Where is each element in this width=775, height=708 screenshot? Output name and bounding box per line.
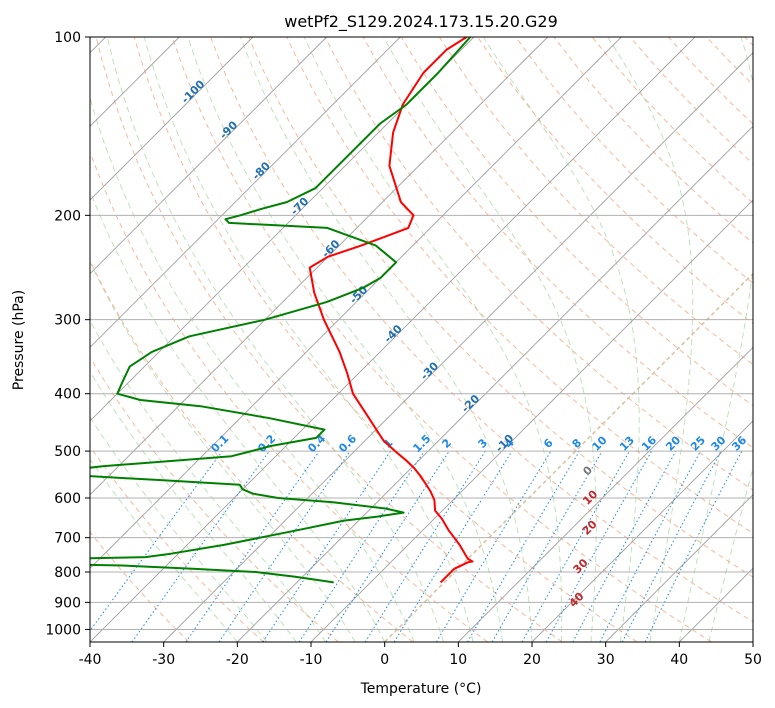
mixing-ratio-line <box>521 450 630 642</box>
dry-adiabat-line <box>439 37 753 365</box>
temperature-line <box>308 37 474 584</box>
moist-adiabat-line <box>90 458 238 642</box>
y-tick-label: 300 <box>54 313 81 329</box>
mixing-ratio-line <box>185 450 320 642</box>
mixing-ratio-line <box>298 450 425 642</box>
dry-adiabat-line <box>248 37 753 578</box>
sounding-series <box>90 37 474 584</box>
dry-adiabat-line <box>90 531 190 642</box>
x-tick-label: -10 <box>300 652 323 668</box>
y-tick-label: 700 <box>54 531 81 547</box>
moist-adiabat-line <box>90 260 356 642</box>
mixing-ratio-line <box>572 450 677 642</box>
x-tick-label: -30 <box>152 652 175 668</box>
moist-adiabat-line <box>708 466 753 642</box>
dry-adiabat-line <box>95 37 563 642</box>
moist-adiabat-line <box>483 37 640 642</box>
y-tick-label: 1000 <box>45 622 81 638</box>
isotherm-line <box>384 272 753 642</box>
isotherm-line <box>90 37 549 496</box>
moist-adiabat-line <box>239 37 533 642</box>
plot-area: 0.1 0.2 0.4 0.6 1 1.5 2 3 4 6 8 10 13 16 20 25 30 36-100-… <box>90 37 753 642</box>
isotherm-line <box>605 494 753 642</box>
mixing-ratio-lines <box>90 450 743 642</box>
dry-adiabat-line <box>171 37 712 642</box>
dry-adiabat-line <box>90 356 339 642</box>
y-tick-label: 900 <box>54 595 81 611</box>
moist-adiabat-line <box>303 37 563 642</box>
moist-adiabat-line <box>90 416 268 642</box>
isotherm-line <box>90 37 622 569</box>
mixing-ratio-line <box>545 450 653 642</box>
mixing-ratio-line <box>218 450 351 642</box>
x-tick-label: 20 <box>523 652 541 668</box>
dry-adiabat-line <box>400 37 753 407</box>
y-tick-label: 600 <box>54 491 81 507</box>
dry-adiabat-line <box>515 37 753 284</box>
skewed-isotherms <box>90 37 753 642</box>
isotherm-line <box>531 420 753 642</box>
x-tick-label: -20 <box>226 652 249 668</box>
y-tick-label: 800 <box>54 565 81 581</box>
dewpoint-line <box>90 37 472 584</box>
y-tick-label: 400 <box>54 387 81 403</box>
y-axis-ticks: 100 200 300 400 500 600 700 800 900 1000 <box>45 30 90 638</box>
moist-adiabat-line <box>383 37 597 642</box>
dry-adiabat-line <box>210 37 753 623</box>
moist-adiabat-line <box>90 319 327 642</box>
mixing-ratio-line <box>644 450 743 642</box>
moist-adiabat-line <box>90 190 386 642</box>
isotherm-line <box>90 37 475 422</box>
dry-adiabat-line <box>90 445 264 642</box>
mixing-ratio-line <box>325 450 450 642</box>
isotherm-line <box>163 52 753 642</box>
isotherm-line <box>236 125 753 642</box>
moist-adiabat-line <box>607 37 694 642</box>
x-tick-label: 30 <box>597 652 615 668</box>
x-tick-label: -40 <box>79 652 102 668</box>
dry-adiabat-line <box>90 150 488 642</box>
mixing-ratio-line <box>262 450 392 642</box>
y-axis-label: Pressure (hPa) <box>11 290 27 390</box>
x-tick-label: 10 <box>449 652 467 668</box>
mixing-ratio-line <box>90 450 223 632</box>
mixing-ratio-line <box>393 450 513 642</box>
dry-adiabat-line <box>133 37 638 642</box>
plot-frame <box>89 36 754 643</box>
isotherm-line <box>752 641 753 642</box>
isotherm-line <box>457 346 753 642</box>
moist-adiabat-line <box>90 370 297 642</box>
x-tick-label: 50 <box>744 652 762 668</box>
x-axis-label: Temperature (°C) <box>360 681 482 697</box>
x-tick-label: 40 <box>670 652 688 668</box>
x-tick-label: 0 <box>380 652 389 668</box>
chart-title: wetPf2_S129.2024.173.15.20.G29 <box>284 12 558 32</box>
moist-adiabat-line <box>106 37 445 642</box>
pressure-gridlines <box>90 37 753 630</box>
y-tick-label: 200 <box>54 208 81 224</box>
moist-adiabat-line <box>143 37 474 642</box>
y-tick-label: 500 <box>54 444 81 460</box>
moist-adiabat-line <box>187 37 503 642</box>
mixing-ratio-line <box>131 450 270 642</box>
isotherm-line <box>678 567 753 642</box>
moist-adiabats <box>90 37 753 642</box>
y-tick-label: 100 <box>54 30 81 46</box>
moist-adiabat-line <box>678 37 753 642</box>
x-axis-ticks: -40 -30 -20 -10 0 10 20 30 40 50 <box>79 642 762 668</box>
isotherm-line <box>310 199 753 642</box>
isotherm-line <box>90 37 696 642</box>
isotherm-line <box>90 37 401 348</box>
